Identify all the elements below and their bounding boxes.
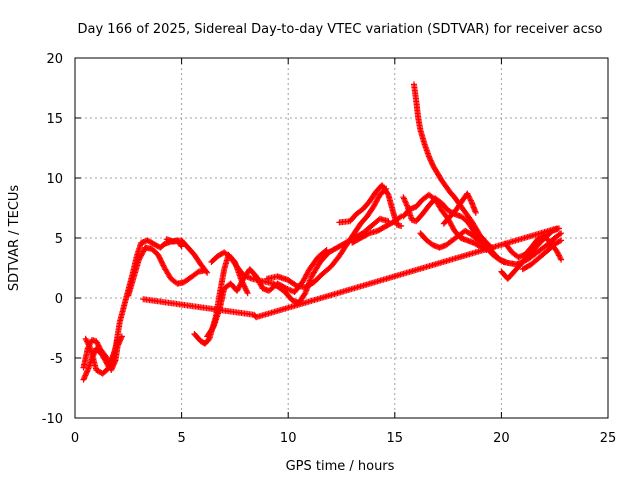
- data-point: [155, 251, 162, 258]
- x-tick-label: 20: [493, 431, 510, 446]
- data-point: [157, 257, 164, 264]
- data-point: [84, 368, 91, 375]
- x-tick-label: 5: [177, 431, 185, 446]
- data-point: [82, 372, 89, 379]
- data-point: [158, 258, 165, 265]
- x-tick-label: 15: [387, 431, 404, 446]
- data-point: [117, 336, 124, 343]
- series-track-c: [82, 335, 121, 377]
- data-point: [81, 373, 88, 380]
- data-point: [558, 237, 565, 244]
- data-point: [159, 261, 166, 268]
- data-point: [427, 157, 434, 164]
- data-point: [553, 225, 560, 232]
- plot-frame: [74, 57, 609, 419]
- data-point: [558, 230, 565, 237]
- chart-title: Day 166 of 2025, Sidereal Day-to-day VTE…: [78, 22, 603, 37]
- data-point: [82, 371, 89, 378]
- data-point: [242, 286, 249, 293]
- x-axis-label: GPS time / hours: [286, 459, 395, 474]
- data-point: [400, 194, 407, 201]
- grid-lines: [75, 58, 608, 418]
- data-point: [402, 199, 409, 206]
- data-point: [428, 158, 435, 165]
- data-point: [160, 262, 167, 269]
- series-track-n: [410, 81, 496, 252]
- x-tick-label: 10: [280, 431, 297, 446]
- y-tick-label: 10: [46, 172, 63, 187]
- data-point: [244, 290, 251, 297]
- series-isolated: [140, 225, 560, 321]
- data-point: [80, 376, 87, 383]
- data-point: [364, 230, 371, 237]
- data-point: [481, 239, 488, 246]
- data-point: [244, 288, 251, 295]
- series-track-o: [417, 227, 488, 251]
- data-point: [203, 268, 210, 275]
- data-point: [556, 238, 563, 245]
- series-track-p: [440, 190, 479, 227]
- data-point: [427, 156, 434, 163]
- data-point: [242, 284, 249, 291]
- series-track-k: [349, 213, 405, 246]
- data-point: [472, 209, 479, 216]
- data-point: [426, 154, 433, 161]
- data-point: [178, 243, 185, 250]
- series-track-j: [336, 182, 405, 229]
- data-point: [398, 223, 405, 229]
- data-point: [118, 333, 125, 340]
- y-tick-label: -5: [50, 352, 63, 367]
- series-track-i: [263, 185, 390, 291]
- data-point: [558, 256, 565, 263]
- data-point: [292, 282, 299, 289]
- data-point: [157, 255, 164, 262]
- series-track-g: [204, 247, 330, 340]
- data-point: [384, 190, 391, 197]
- data-point: [114, 337, 121, 343]
- data-point: [204, 269, 211, 276]
- data-point: [400, 195, 407, 202]
- series-track-h: [208, 215, 392, 306]
- data-point: [401, 196, 408, 203]
- y-tick-label: 20: [46, 52, 63, 67]
- series-track-e: [163, 236, 211, 276]
- data-point: [396, 214, 403, 221]
- y-axis-label: SDTVAR / TECUs: [7, 185, 22, 292]
- data-point: [118, 334, 125, 341]
- series-track-t: [519, 237, 565, 273]
- y-tick-label: 15: [46, 112, 63, 127]
- data-point: [243, 287, 250, 294]
- series-track-d: [125, 244, 209, 299]
- y-tick-label: 5: [55, 232, 63, 247]
- data-point: [83, 369, 90, 376]
- data-point: [155, 253, 162, 260]
- data-point: [428, 160, 435, 167]
- data-point: [403, 201, 410, 208]
- data-point: [241, 283, 248, 290]
- x-tick-label: 0: [71, 431, 79, 446]
- y-tick-label: 0: [55, 292, 63, 307]
- data-point: [403, 202, 410, 209]
- data-point: [209, 325, 216, 331]
- x-tick-label: 25: [600, 431, 617, 446]
- y-tick-label: -10: [42, 412, 63, 427]
- data-point: [158, 259, 165, 266]
- data-points: [80, 81, 565, 383]
- data-point: [156, 254, 163, 261]
- data-point: [425, 153, 432, 160]
- data-point: [81, 375, 88, 382]
- data-point: [556, 231, 563, 238]
- data-point: [402, 198, 409, 205]
